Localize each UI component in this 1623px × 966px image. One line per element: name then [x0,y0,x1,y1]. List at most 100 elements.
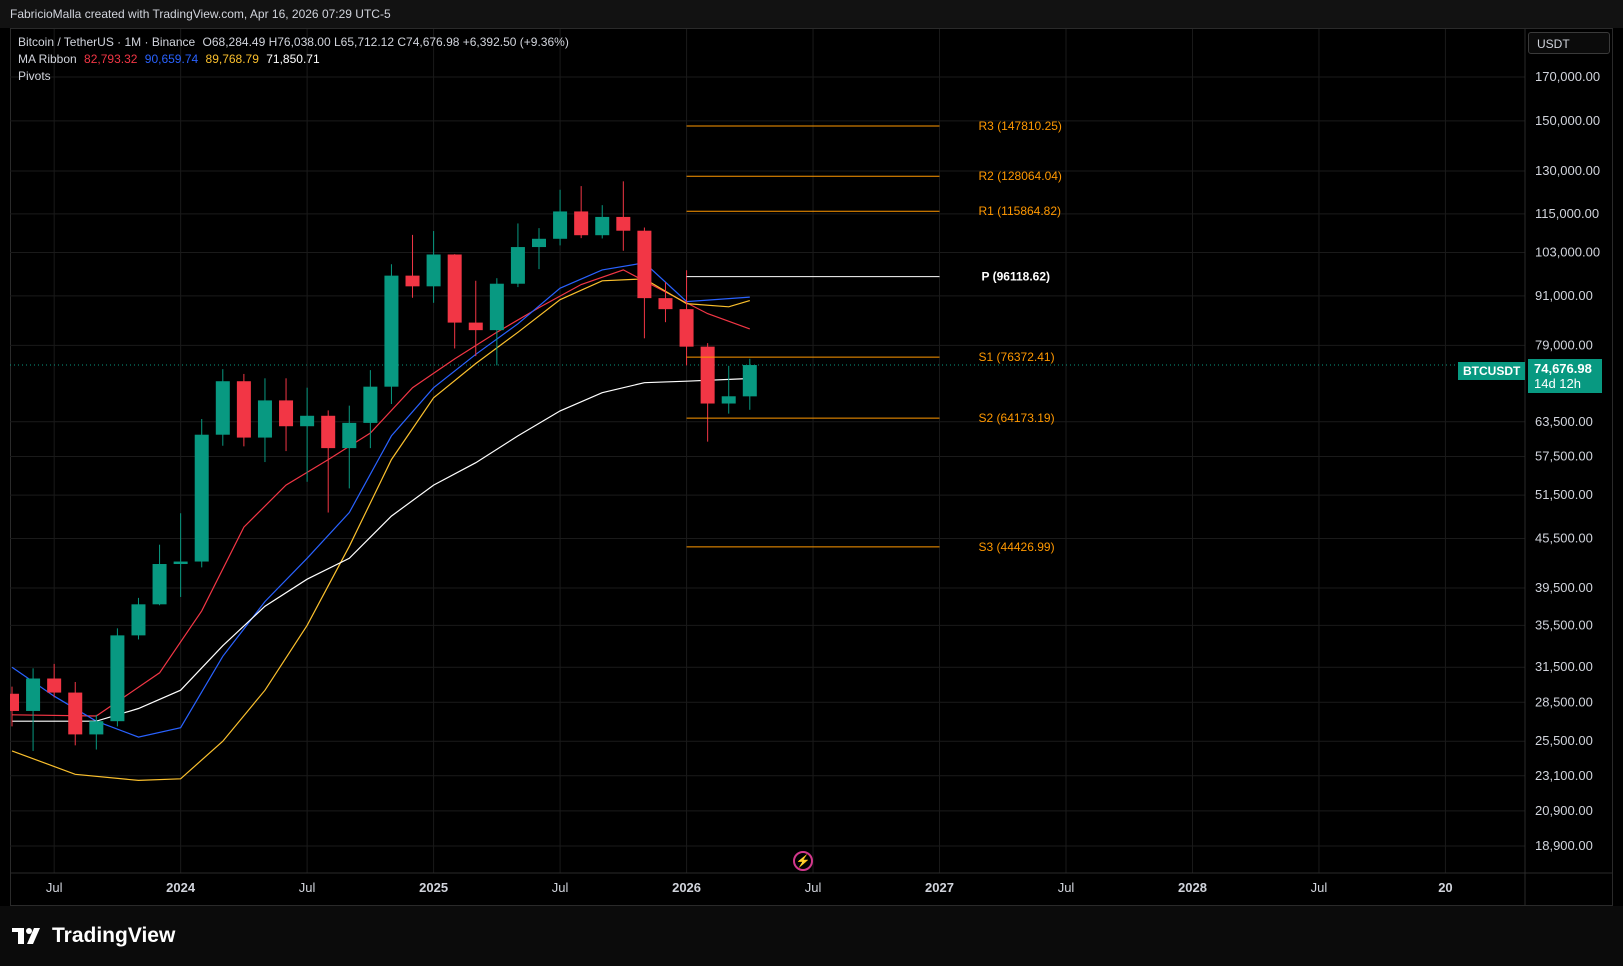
y-tick-label: 39,500.00 [1535,580,1593,595]
candle-body [447,254,462,323]
candle-body [616,216,631,231]
pivot-label: S2 (64173.19) [979,411,1055,425]
ma-ribbon-row: MA Ribbon 82,793.32 90,659.74 89,768.79 … [18,51,569,68]
x-tick-label: Jul [46,880,63,895]
x-tick-label: Jul [1058,880,1075,895]
candle-body [68,692,83,735]
x-tick-label: Jul [552,880,569,895]
candle-body [89,721,104,735]
candle-body [194,434,209,562]
candle-body [679,309,694,347]
ohlc-values: O68,284.49 H76,038.00 L65,712.12 C74,676… [202,35,569,49]
candle-body [468,322,483,331]
candle-body [595,216,610,236]
y-tick-label: 150,000.00 [1535,113,1600,128]
candle-body [510,247,525,284]
x-tick-label: 2026 [672,880,701,895]
symbol-title[interactable]: Bitcoin / TetherUS · 1M · Binance [18,35,196,49]
y-tick-label: 130,000.00 [1535,163,1600,178]
ma-line-1 [11,269,751,717]
bar-countdown: 14d 12h [1534,376,1581,391]
candle-body [152,564,167,605]
chart-frame [10,28,1613,906]
x-tick-label: 2025 [419,880,448,895]
tradingview-mark-icon [12,928,40,944]
tradingview-logo[interactable]: TradingView [12,924,175,948]
footer-bar [0,906,1623,966]
candle-body [321,415,336,449]
candle-body [721,396,736,404]
x-tick-label: Jul [1311,880,1328,895]
y-tick-label: 57,500.00 [1535,449,1593,464]
pivot-label: R3 (147810.25) [979,119,1062,133]
y-tick-label: 79,000.00 [1535,337,1593,352]
candle-body [26,678,41,711]
y-tick-label: 23,100.00 [1535,768,1593,783]
currency-unit-selector[interactable]: USDT [1528,32,1610,54]
candle-body [173,561,188,565]
candle-body [279,400,294,427]
lightning-icon[interactable]: ⚡ [793,851,813,871]
ma-value-3: 89,768.79 [205,52,259,66]
y-tick-label: 91,000.00 [1535,288,1593,303]
candle-body [10,693,19,711]
pivot-label: R2 (128064.04) [979,169,1062,183]
candle-body [363,386,378,423]
candle-body [489,283,504,331]
x-tick-label: 2027 [925,880,954,895]
candle-body [131,604,146,636]
y-tick-label: 35,500.00 [1535,617,1593,632]
y-tick-label: 28,500.00 [1535,694,1593,709]
candle-body [553,211,568,239]
y-tick-label: 51,500.00 [1535,487,1593,502]
candle-body [384,275,399,387]
last-price-tag: 74,676.98 14d 12h [1528,359,1602,393]
ma-value-2: 90,659.74 [144,52,199,66]
candle-body [637,230,652,299]
x-tick-label: Jul [805,880,822,895]
ma-value-4: 71,850.71 [266,52,320,66]
x-tick-label: Jul [299,880,316,895]
ma-value-1: 82,793.32 [84,52,138,66]
candle-body [532,238,546,248]
candle-body [426,254,441,287]
credit-text: FabricioMalla created with TradingView.c… [10,7,391,21]
candle-body [405,275,420,287]
symbol-row: Bitcoin / TetherUS · 1M · Binance O68,28… [18,34,569,51]
y-tick-label: 20,900.00 [1535,803,1593,818]
candle-body [47,678,62,693]
candle-body [110,635,125,722]
candle-body [300,415,315,427]
candle-body [215,381,230,435]
x-tick-label: 2024 [166,880,196,895]
pivot-label: S1 (76372.41) [979,350,1055,364]
ma-line-2 [11,262,750,738]
ma-line-3 [11,278,750,782]
logo-text: TradingView [52,924,176,947]
candle-body [700,346,715,404]
last-price-value: 74,676.98 [1534,361,1592,376]
ma-ribbon-label[interactable]: MA Ribbon [18,52,77,66]
pivots-label[interactable]: Pivots [18,69,51,83]
y-tick-label: 45,500.00 [1535,530,1593,545]
plot-area[interactable] [5,181,1525,782]
top-bar: FabricioMalla created with TradingView.c… [0,0,1623,28]
candle-body [342,422,357,449]
candle-body [658,298,673,310]
y-tick-label: 170,000.00 [1535,69,1600,84]
y-tick-label: 103,000.00 [1535,244,1600,259]
ma-line-4 [12,377,750,722]
pivot-label: S3 (44426.99) [979,540,1055,554]
pivot-label: P (96118.62) [982,270,1051,284]
candle-body [742,365,757,397]
pivot-label: R1 (115864.82) [979,204,1062,218]
last-symbol-tag: BTCUSDT [1458,362,1526,380]
y-tick-label: 25,500.00 [1535,733,1593,748]
x-tick-label: 2028 [1178,880,1207,895]
y-tick-label: 18,900.00 [1535,838,1593,853]
candle-body [257,400,272,438]
chart-legend: Bitcoin / TetherUS · 1M · Binance O68,28… [18,34,569,85]
candle-body [236,381,251,438]
x-tick-label: 20 [1438,880,1452,895]
